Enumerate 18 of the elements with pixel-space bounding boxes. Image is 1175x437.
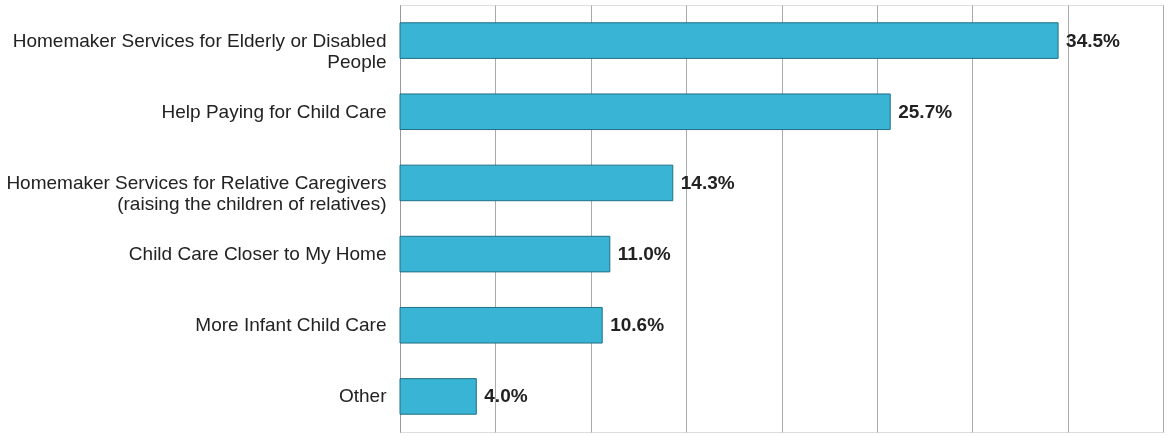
- data-label: 11.0%: [617, 243, 671, 265]
- y-tick-label: Child Care Closer to My Home: [128, 243, 387, 265]
- y-tick-label: Help Paying for Child Care: [161, 100, 387, 122]
- bar: [399, 164, 674, 202]
- data-label: 10.6%: [610, 314, 665, 336]
- bar: [399, 235, 611, 273]
- bar: [399, 306, 603, 344]
- y-tick-label: Other: [338, 385, 388, 407]
- bar: [399, 22, 1059, 59]
- bar: [399, 378, 477, 415]
- data-label: 34.5%: [1066, 29, 1121, 51]
- data-label: 4.0%: [484, 385, 528, 407]
- y-tick-label: Homemaker Services for Elderly or Disabled People: [12, 29, 387, 72]
- y-tick-label: Homemaker Services for Relative Caregivers (raising the children of relatives): [6, 171, 387, 214]
- data-label: 14.3%: [680, 171, 735, 193]
- data-label: 25.7%: [898, 100, 953, 122]
- y-tick-label: More Infant Child Care: [195, 314, 387, 336]
- bar: [399, 93, 891, 131]
